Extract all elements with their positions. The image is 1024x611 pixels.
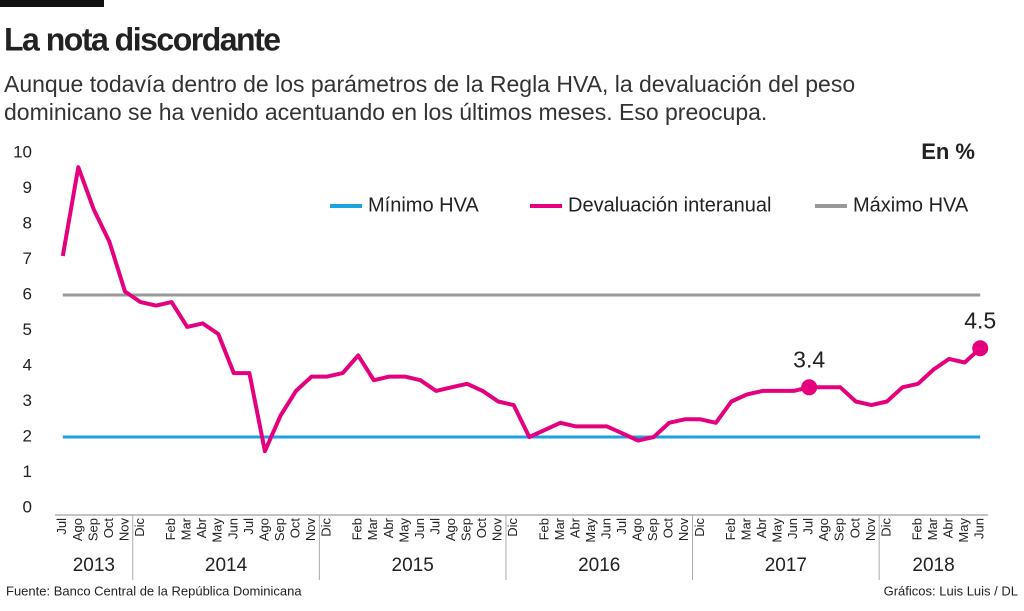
- series-line: [60, 165, 982, 454]
- x-tick-label: Feb: [163, 518, 178, 540]
- highlight-dot: [801, 379, 818, 396]
- x-tick-label: Jul: [427, 518, 442, 535]
- x-tick-label: Abr: [381, 517, 396, 538]
- x-tick-label: Ago: [256, 518, 271, 541]
- source: Fuente: Banco Central de la República Do…: [6, 583, 302, 598]
- x-tick-label: Abr: [194, 517, 209, 538]
- legend-label: Devaluación interanual: [568, 194, 771, 216]
- x-tick-label: Dic: [132, 518, 147, 537]
- y-tick-label: 10: [13, 142, 32, 161]
- x-tick-label: Abr: [941, 517, 956, 538]
- x-tick-label: Nov: [116, 518, 131, 542]
- x-tick-label: Jun: [972, 518, 987, 539]
- x-tick-label: Oct: [474, 518, 489, 539]
- x-tick-label: Mar: [179, 517, 194, 540]
- x-tick-label: Oct: [847, 518, 862, 539]
- x-tick-label: May: [583, 518, 598, 543]
- x-tick-label: Sep: [645, 518, 660, 541]
- x-tick-label: Feb: [723, 518, 738, 540]
- x-tick-label: Sep: [832, 518, 847, 541]
- year-label: 2018: [912, 555, 954, 576]
- x-tick-label: Feb: [909, 518, 924, 540]
- x-tick-label: Jun: [412, 518, 427, 539]
- x-tick-label: Nov: [490, 518, 505, 542]
- x-tick-label: Abr: [754, 517, 769, 538]
- x-tick-label: May: [956, 518, 971, 543]
- x-tick-label: Mar: [738, 517, 753, 540]
- x-tick-label: Jun: [785, 518, 800, 539]
- x-tick-label: Nov: [676, 518, 691, 542]
- year-label: 2017: [765, 555, 807, 576]
- x-tick-label: Oct: [287, 518, 302, 539]
- x-tick-label: Abr: [567, 517, 582, 538]
- x-tick-label: Oct: [661, 518, 676, 539]
- x-tick-label: Oct: [101, 518, 116, 539]
- x-tick-label: Mar: [552, 517, 567, 540]
- y-tick-label: 8: [23, 213, 32, 232]
- value-label: 4.5: [964, 307, 996, 333]
- x-tick-label: Dic: [878, 518, 893, 537]
- unit-label: En %: [921, 139, 975, 164]
- x-tick-label: May: [770, 518, 785, 543]
- y-tick-label: 7: [23, 249, 32, 268]
- legend-label: Mínimo HVA: [368, 194, 479, 216]
- legend-label: Máximo HVA: [853, 194, 969, 216]
- y-tick-label: 2: [23, 426, 32, 445]
- x-tick-label: Ago: [443, 518, 458, 541]
- x-tick-label: Jul: [801, 518, 816, 535]
- x-tick-label: May: [396, 518, 411, 543]
- x-tick-label: Sep: [85, 518, 100, 541]
- year-label: 2013: [73, 555, 115, 576]
- y-tick-label: 0: [23, 497, 32, 516]
- x-tick-label: Nov: [303, 518, 318, 542]
- value-label: 3.4: [793, 346, 825, 372]
- x-tick-label: Dic: [319, 518, 334, 537]
- y-tick-label: 9: [23, 178, 32, 197]
- x-tick-label: Jul: [54, 518, 69, 535]
- x-tick-label: Jul: [241, 518, 256, 535]
- year-label: 2015: [392, 555, 434, 576]
- credit: Gráficos: Luis Luis / DL: [884, 583, 1018, 598]
- y-tick-label: 1: [23, 462, 32, 481]
- top-bar: [0, 0, 104, 7]
- y-tick-label: 4: [23, 355, 32, 374]
- x-tick-label: Jun: [225, 518, 240, 539]
- x-tick-label: Mar: [365, 517, 380, 540]
- x-tick-label: Dic: [692, 518, 707, 537]
- x-tick-label: Ago: [630, 518, 645, 541]
- x-tick-label: Jun: [598, 518, 613, 539]
- y-tick-label: 3: [23, 391, 32, 410]
- x-tick-label: Mar: [925, 517, 940, 540]
- y-tick-label: 5: [23, 320, 32, 339]
- x-tick-label: Feb: [350, 518, 365, 540]
- y-tick-label: 6: [23, 284, 32, 303]
- x-tick-label: Sep: [272, 518, 287, 541]
- x-tick-label: Nov: [863, 518, 878, 542]
- x-tick-label: Ago: [816, 518, 831, 541]
- chart-title: La nota discordante: [4, 21, 280, 57]
- x-tick-label: Feb: [536, 518, 551, 540]
- subtitle: dominicano se ha venido acentuando en lo…: [4, 99, 767, 125]
- x-tick-label: Ago: [70, 518, 85, 541]
- x-tick-label: May: [210, 518, 225, 543]
- year-label: 2016: [578, 555, 620, 576]
- highlight-dot: [972, 340, 989, 357]
- year-label: 2014: [205, 555, 248, 576]
- x-tick-label: Jul: [614, 518, 629, 535]
- subtitle: Aunque todavía dentro de los parámetros …: [4, 71, 855, 97]
- x-tick-label: Sep: [459, 518, 474, 541]
- x-tick-label: Dic: [505, 518, 520, 537]
